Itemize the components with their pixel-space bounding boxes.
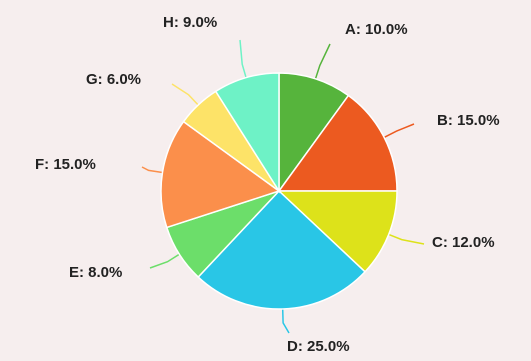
slice-label-h: H: 9.0%: [163, 14, 217, 31]
leader-line-h: [239, 39, 247, 78]
slice-label-f: F: 15.0%: [35, 156, 96, 173]
leader-line-e: [149, 253, 180, 269]
leader-line-d: [281, 308, 290, 334]
leader-line-c: [388, 233, 425, 245]
pie-slice-f: [160, 120, 281, 229]
leader-line-b: [383, 123, 415, 139]
slice-label-g: G: 6.0%: [86, 71, 141, 88]
leader-line-g: [171, 83, 199, 106]
leader-line-f: [141, 166, 163, 174]
slice-label-b: B: 15.0%: [437, 112, 500, 129]
slice-label-d: D: 25.0%: [287, 338, 350, 355]
slice-label-a: A: 10.0%: [345, 21, 408, 38]
pie-slice-c: [277, 190, 398, 273]
pie-slice-d: [197, 189, 367, 310]
slice-label-c: C: 12.0%: [432, 234, 495, 251]
slice-label-e: E: 8.0%: [69, 264, 122, 281]
pie-slice-a: [278, 72, 350, 194]
leader-line-a: [314, 43, 331, 80]
pie-slice-b: [277, 94, 398, 192]
pie-slice-h: [214, 72, 280, 194]
